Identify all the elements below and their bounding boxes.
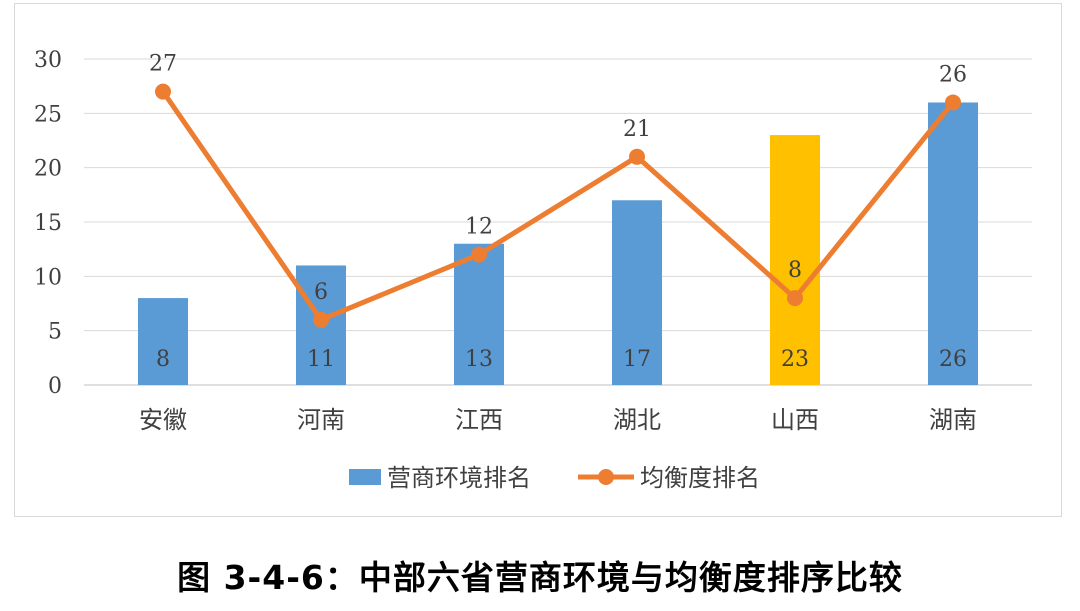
legend-line-label: 均衡度排名 bbox=[640, 464, 760, 492]
y-axis-ticks: 0 5 10 15 20 25 30 bbox=[34, 48, 62, 399]
line-data-label: 6 bbox=[314, 280, 328, 305]
x-tick-label: 湖北 bbox=[613, 406, 661, 434]
bar-data-label: 8 bbox=[156, 347, 170, 372]
line-data-label: 8 bbox=[788, 258, 802, 283]
bar bbox=[770, 135, 820, 385]
bar bbox=[612, 200, 662, 385]
line-point bbox=[945, 94, 961, 111]
line-point bbox=[629, 148, 645, 165]
line-series: 27 6 12 21 8 26 bbox=[149, 52, 967, 328]
x-tick-label: 湖南 bbox=[929, 406, 977, 434]
bar bbox=[138, 298, 188, 385]
bar-data-label: 11 bbox=[307, 347, 335, 372]
y-tick-label: 30 bbox=[34, 48, 62, 73]
x-axis-ticks: 安徽 河南 江西 湖北 山西 湖南 bbox=[139, 406, 977, 434]
bar-data-label: 26 bbox=[939, 347, 967, 372]
y-tick-label: 20 bbox=[34, 157, 62, 182]
line-point bbox=[155, 83, 171, 100]
line-point bbox=[313, 311, 329, 328]
line-point bbox=[787, 290, 803, 307]
chart-frame bbox=[14, 3, 1062, 517]
bar-data-label: 13 bbox=[465, 347, 493, 372]
bar-series: 8 11 13 17 23 26 bbox=[138, 102, 978, 385]
y-tick-label: 25 bbox=[34, 102, 62, 127]
y-tick-label: 10 bbox=[34, 265, 62, 290]
x-tick-label: 山西 bbox=[771, 406, 819, 434]
line-data-label: 12 bbox=[465, 215, 493, 240]
combo-chart: 0 5 10 15 20 25 30 8 11 13 17 23 26 27 6 12 21 8 26 安徽 河南… bbox=[34, 48, 1032, 492]
line-point bbox=[471, 246, 487, 263]
bar-data-label: 23 bbox=[781, 347, 809, 372]
gridlines bbox=[84, 58, 1032, 386]
y-tick-label: 15 bbox=[34, 211, 62, 236]
y-tick-label: 5 bbox=[48, 320, 62, 345]
line-data-label: 21 bbox=[623, 117, 651, 142]
x-tick-label: 安徽 bbox=[139, 406, 187, 434]
bar bbox=[928, 102, 978, 385]
line-data-label: 27 bbox=[149, 52, 177, 77]
bar bbox=[454, 243, 504, 385]
x-tick-label: 江西 bbox=[455, 406, 503, 434]
x-tick-label: 河南 bbox=[297, 406, 345, 434]
legend-bar-label: 营商环境排名 bbox=[387, 464, 531, 492]
line-path bbox=[160, 90, 955, 323]
line-data-label: 26 bbox=[939, 62, 967, 87]
figure-caption: 图 3-4-6：中部六省营商环境与均衡度排序比较 bbox=[177, 558, 903, 597]
legend-line-marker bbox=[598, 469, 614, 485]
legend: 营商环境排名 均衡度排名 bbox=[349, 464, 760, 492]
bar-data-label: 17 bbox=[623, 347, 651, 372]
y-tick-label: 0 bbox=[48, 374, 62, 399]
legend-bar-swatch bbox=[349, 469, 381, 485]
